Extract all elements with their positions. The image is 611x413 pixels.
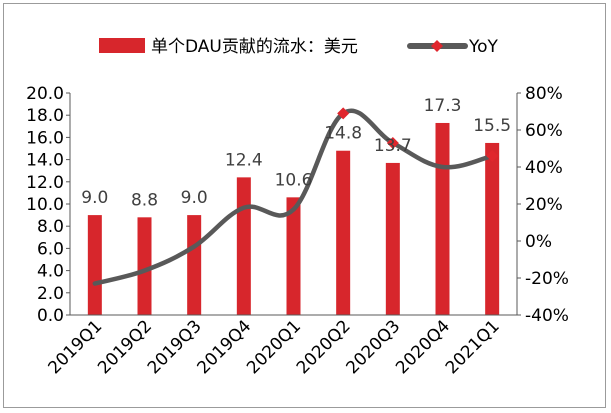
yoy-marker-2021Q1: [486, 149, 499, 162]
left-tick-label: 18.0: [26, 106, 64, 126]
right-tick-label: 20%: [525, 195, 563, 215]
x-tick-label: 2020Q3: [343, 316, 405, 378]
yoy-line-series: [92, 107, 499, 286]
bar-value-label: 9.0: [181, 188, 208, 208]
bar-2019Q4: [236, 177, 251, 315]
yoy-marker-2020Q2: [337, 107, 350, 120]
bar-value-label: 12.4: [225, 150, 263, 170]
right-tick-label: -40%: [525, 306, 569, 326]
legend-label-bar: 单个DAU贡献的流水：美元: [151, 37, 358, 57]
left-tick-label: 2.0: [37, 284, 64, 304]
x-tick-label: 2019Q2: [94, 316, 156, 378]
bar-value-label: 17.3: [424, 96, 462, 116]
bar-value-label: 15.5: [473, 116, 511, 136]
right-y-axis: -40% -20% 0% 20% 40% 60% 80%: [516, 84, 569, 326]
left-tick-label: 0.0: [37, 306, 64, 326]
yoy-marker-2020Q3: [386, 136, 399, 149]
bar-value-label: 13.7: [374, 136, 412, 156]
left-tick-label: 4.0: [37, 262, 64, 282]
left-tick-label: 14.0: [26, 151, 64, 171]
bar-2020Q1: [286, 197, 301, 315]
legend-swatch-bar: [99, 38, 145, 53]
left-tick-label: 12.0: [26, 173, 64, 193]
left-tick-label: 8.0: [37, 217, 64, 237]
bar-2019Q2: [137, 217, 152, 315]
bar-value-label: 9.0: [81, 188, 108, 208]
chart-legend: 单个DAU贡献的流水：美元 YoY: [99, 37, 499, 57]
bar-2019Q3: [187, 215, 202, 315]
bar-series: [87, 122, 500, 315]
x-tick-label: 2021Q1: [442, 316, 504, 378]
left-tick-label: 10.0: [26, 195, 64, 215]
x-tick-label: 2020Q4: [392, 316, 454, 378]
x-axis: 2019Q12019Q22019Q32019Q42020Q12020Q22020…: [45, 314, 517, 378]
left-tick-label: 16.0: [26, 128, 64, 148]
right-tick-label: 40%: [525, 158, 563, 178]
bar-value-label: 10.6: [275, 170, 313, 190]
bar-2020Q4: [435, 122, 450, 315]
bar-value-label: 14.8: [324, 124, 362, 144]
left-y-axis: 0.02.04.0 6.08.010.012.014.0 16.018.020.0: [26, 84, 71, 326]
right-tick-label: 60%: [525, 121, 563, 141]
x-tick-label: 2019Q4: [194, 316, 256, 378]
bar-data-labels: 9.0 8.8 9.0 12.4 10.6 14.8 13.7 17.3 15.5: [81, 96, 511, 210]
x-tick-label: 2020Q1: [243, 316, 305, 378]
legend-label-line: YoY: [468, 37, 499, 57]
left-tick-label: 20.0: [26, 84, 64, 104]
bar-2020Q2: [336, 150, 351, 315]
right-tick-label: -20%: [525, 269, 569, 289]
bar-2019Q1: [87, 215, 102, 315]
x-tick-label: 2020Q2: [293, 316, 355, 378]
left-tick-label: 6.0: [37, 239, 64, 259]
chart-frame: [3, 3, 606, 408]
yoy-line: [92, 108, 495, 286]
x-tick-label: 2019Q3: [144, 316, 206, 378]
bar-2021Q1: [485, 142, 500, 315]
legend-marker-diamond: [431, 40, 443, 52]
bar-value-label: 8.8: [131, 190, 158, 210]
right-tick-label: 0%: [525, 232, 552, 252]
right-tick-label: 80%: [525, 84, 563, 104]
bar-2020Q3: [385, 162, 400, 315]
